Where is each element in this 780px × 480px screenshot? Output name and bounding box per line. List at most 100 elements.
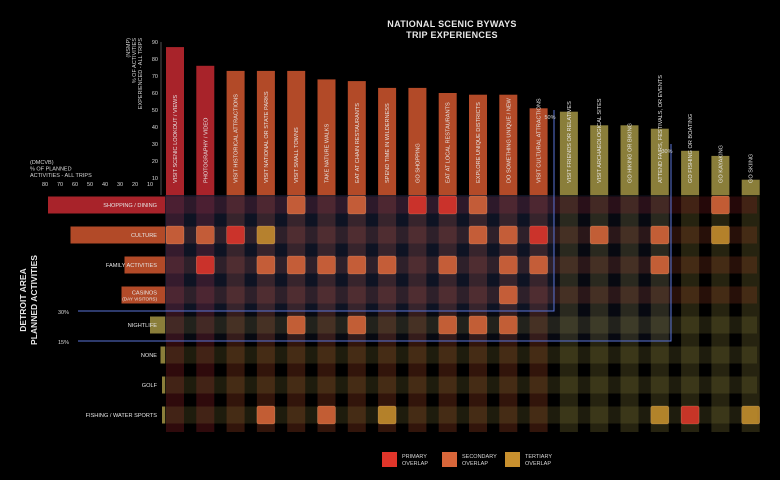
top-axis-tick: 90 xyxy=(152,40,158,46)
overlap-secondary xyxy=(347,255,367,275)
left-axis-tick: 20 xyxy=(132,182,138,188)
top-bar-label: VISIT SCENIC LOOKOUT / VIEWS xyxy=(173,95,179,183)
top-bar xyxy=(711,155,730,195)
legend-label: OVERLAP xyxy=(462,461,488,467)
top-bar-label: VISIT CULTURAL ATTRACTIONS xyxy=(537,98,543,183)
overlap-secondary xyxy=(498,315,518,335)
overlap-secondary xyxy=(286,195,306,215)
overlap-secondary xyxy=(498,285,518,305)
top-bar xyxy=(499,94,518,195)
left-bar-label: SHOPPING / DINING xyxy=(103,203,157,209)
top-bar xyxy=(438,93,457,195)
chart-title-line2: TRIP EXPERIENCES xyxy=(406,30,498,40)
column-stripe xyxy=(196,195,215,432)
threshold-label: 30% xyxy=(58,310,69,316)
overlap-primary xyxy=(529,225,548,245)
row-stripe xyxy=(165,226,757,244)
column-stripe xyxy=(559,195,578,432)
overlap-primary xyxy=(196,255,215,275)
top-bar-label: DO SOMETHING UNIQUE / NEW xyxy=(506,97,512,183)
axes: 10 20 30 40 50 60 70 80 90 (NSMP)% OF ACTIVITIES E… xyxy=(30,38,162,195)
side-title: DETROIT AREA PLANNED ACTIVITIES xyxy=(18,255,39,345)
left-bar xyxy=(150,316,165,334)
left-bar xyxy=(160,346,165,364)
top-bars: VISIT SCENIC LOOKOUT / VIEWS PHOTOGRAPHY … xyxy=(166,47,760,195)
overlap-primary xyxy=(408,195,427,215)
legend-label: SECONDARY xyxy=(462,454,497,460)
left-bar xyxy=(70,226,165,244)
left-bar-label: FAMILY ACTIVITIES xyxy=(106,263,157,269)
left-axis-tick: 40 xyxy=(102,182,108,188)
legend-swatch-primary xyxy=(382,452,397,467)
column-stripe xyxy=(469,195,487,432)
top-bar-label: GO SHOPPING xyxy=(415,143,421,183)
overlap-secondary xyxy=(256,255,276,275)
top-bar-label: GO FISHING OR BOATING xyxy=(688,114,694,183)
left-bar-label: NONE xyxy=(141,353,157,359)
top-axis-tick: 40 xyxy=(152,125,158,131)
legend-label: PRIMARY xyxy=(402,454,427,460)
column-stripe xyxy=(711,195,730,432)
overlap-secondary xyxy=(317,255,336,275)
left-bar-label: FISHING / WATER SPORTS xyxy=(86,413,158,419)
column-stripe xyxy=(650,195,669,432)
overlap-tertiary xyxy=(377,405,397,425)
overlap-secondary xyxy=(468,315,488,335)
top-bar-label: TAKE NATURE WALKS xyxy=(325,123,331,183)
left-axis-tick: 80 xyxy=(42,182,48,188)
left-bar xyxy=(162,406,165,424)
top-bar xyxy=(650,128,669,195)
left-bar xyxy=(124,256,165,274)
top-bar-label: VISIT HISTORICAL ATTRACTIONS xyxy=(234,94,240,183)
left-axis-tick: 70 xyxy=(57,182,63,188)
top-bar xyxy=(378,87,397,195)
top-axis-tick: 50 xyxy=(152,108,158,114)
top-bar-label: PHOTOGRAPHY / VIDEO xyxy=(203,117,209,183)
top-axis-label: (NSMP) xyxy=(126,38,132,58)
column-stripe xyxy=(529,195,548,432)
top-axis-label: % OF ACTIVITIES xyxy=(132,38,138,84)
overlap-secondary xyxy=(711,195,730,215)
top-bar xyxy=(590,125,609,195)
left-bar xyxy=(162,376,165,394)
plaid-grid xyxy=(165,195,760,432)
top-bar xyxy=(256,70,275,195)
overlap-secondary xyxy=(438,255,458,275)
row-stripe xyxy=(165,346,757,364)
legend: PRIMARYOVERLAPSECONDARYOVERLAPTERTIARYOV… xyxy=(382,452,552,467)
top-bar-label: VISIT NATIONAL OR STATE PARKS xyxy=(264,91,270,183)
left-axis-label: % OF PLANNED xyxy=(30,167,72,173)
top-bar-label: EXPLORE UNIQUE DISTRICTS xyxy=(476,102,482,183)
column-stripe xyxy=(620,195,639,432)
left-bar-sublabel: (DAY VISITORS) xyxy=(122,297,157,302)
threshold-guides: 50% 30% 30% 15% xyxy=(58,110,673,346)
overlap-secondary xyxy=(589,225,609,245)
column-stripe xyxy=(438,195,457,432)
overlap-secondary xyxy=(196,225,215,245)
column-stripe xyxy=(408,195,427,432)
top-bar-label: EAT AT LOCAL RESTAURANTS xyxy=(446,102,452,183)
row-stripe xyxy=(165,196,757,214)
guide-50-30 xyxy=(78,110,555,312)
row-stripe xyxy=(165,286,757,304)
top-bar xyxy=(287,70,306,195)
top-bar xyxy=(529,108,548,195)
top-axis-tick: 10 xyxy=(152,176,158,182)
top-bar xyxy=(226,70,245,195)
column-stripe xyxy=(287,195,306,432)
column-stripe xyxy=(681,195,700,432)
column-stripe xyxy=(166,195,184,432)
row-stripe xyxy=(165,316,757,334)
overlap-secondary xyxy=(438,315,458,335)
legend-swatch-secondary xyxy=(442,452,457,467)
overlap-secondary xyxy=(529,255,548,275)
left-bar-label: CULTURE xyxy=(131,233,157,239)
top-axis-tick: 30 xyxy=(152,142,158,148)
top-bar-label: EAT AT CHAIN RESTAURANTS xyxy=(355,103,361,183)
overlap-secondary xyxy=(468,225,488,245)
top-bar xyxy=(620,125,639,195)
legend-label: OVERLAP xyxy=(525,461,551,467)
overlap-markers xyxy=(165,195,761,425)
legend-label: OVERLAP xyxy=(402,461,428,467)
top-axis-tick: 20 xyxy=(152,159,158,165)
